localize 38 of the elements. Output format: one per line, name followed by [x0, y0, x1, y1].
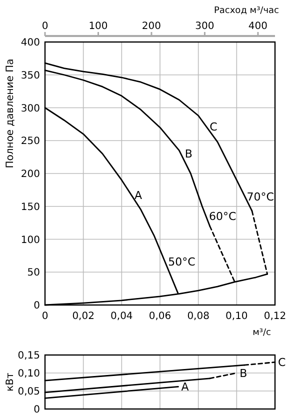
- annotation: B: [240, 366, 248, 380]
- y-tick-label: 400: [20, 38, 40, 48]
- x-axis-title: м³/с: [252, 328, 272, 338]
- y-tick-label: 250: [20, 136, 40, 148]
- x-tick-label: 0,06: [148, 311, 172, 322]
- y-axis-title: кВт: [5, 372, 16, 392]
- x2-tick-label: 200: [142, 21, 162, 32]
- y-tick-label: 0,05: [18, 386, 40, 398]
- y-tick-label: 0,10: [18, 368, 40, 380]
- x-tick-label: 0,12: [264, 311, 286, 322]
- annotation: 50°C: [168, 255, 196, 268]
- annotation: A: [181, 380, 190, 394]
- annotation: A: [134, 189, 142, 202]
- x-tick-label: 0,04: [110, 311, 133, 322]
- x2-tick-label: 400: [248, 21, 268, 32]
- y-tick-label: 0,15: [18, 350, 40, 362]
- x-tick-label: 0,10: [226, 311, 248, 322]
- x2-tick-label: 300: [195, 21, 214, 32]
- x-tick-label: 0: [42, 311, 48, 322]
- annotation: 60°C: [209, 210, 236, 224]
- y-tick-label: 150: [20, 202, 40, 213]
- x2-tick-label: 100: [88, 21, 108, 32]
- y-tick-label: 300: [20, 103, 40, 114]
- x2-tick-label: 0: [42, 21, 48, 32]
- x-tick-label: 0,08: [187, 311, 210, 322]
- y-tick-label: 350: [20, 70, 40, 82]
- annotation: C: [278, 356, 286, 370]
- y-tick-label: 200: [20, 169, 40, 180]
- y-tick-label: 100: [20, 234, 40, 246]
- y-axis-title: Полное давление Па: [5, 58, 16, 168]
- y-tick-label: 50: [27, 268, 40, 279]
- x2-axis-title: Расход м³/час: [214, 6, 280, 16]
- annotation: B: [184, 148, 192, 161]
- annotation: C: [210, 120, 218, 134]
- annotation: 70°C: [246, 190, 274, 204]
- y-tick-label: 0: [34, 404, 40, 415]
- x-tick-label: 0,02: [72, 311, 94, 322]
- y-tick-label: 0: [34, 300, 40, 312]
